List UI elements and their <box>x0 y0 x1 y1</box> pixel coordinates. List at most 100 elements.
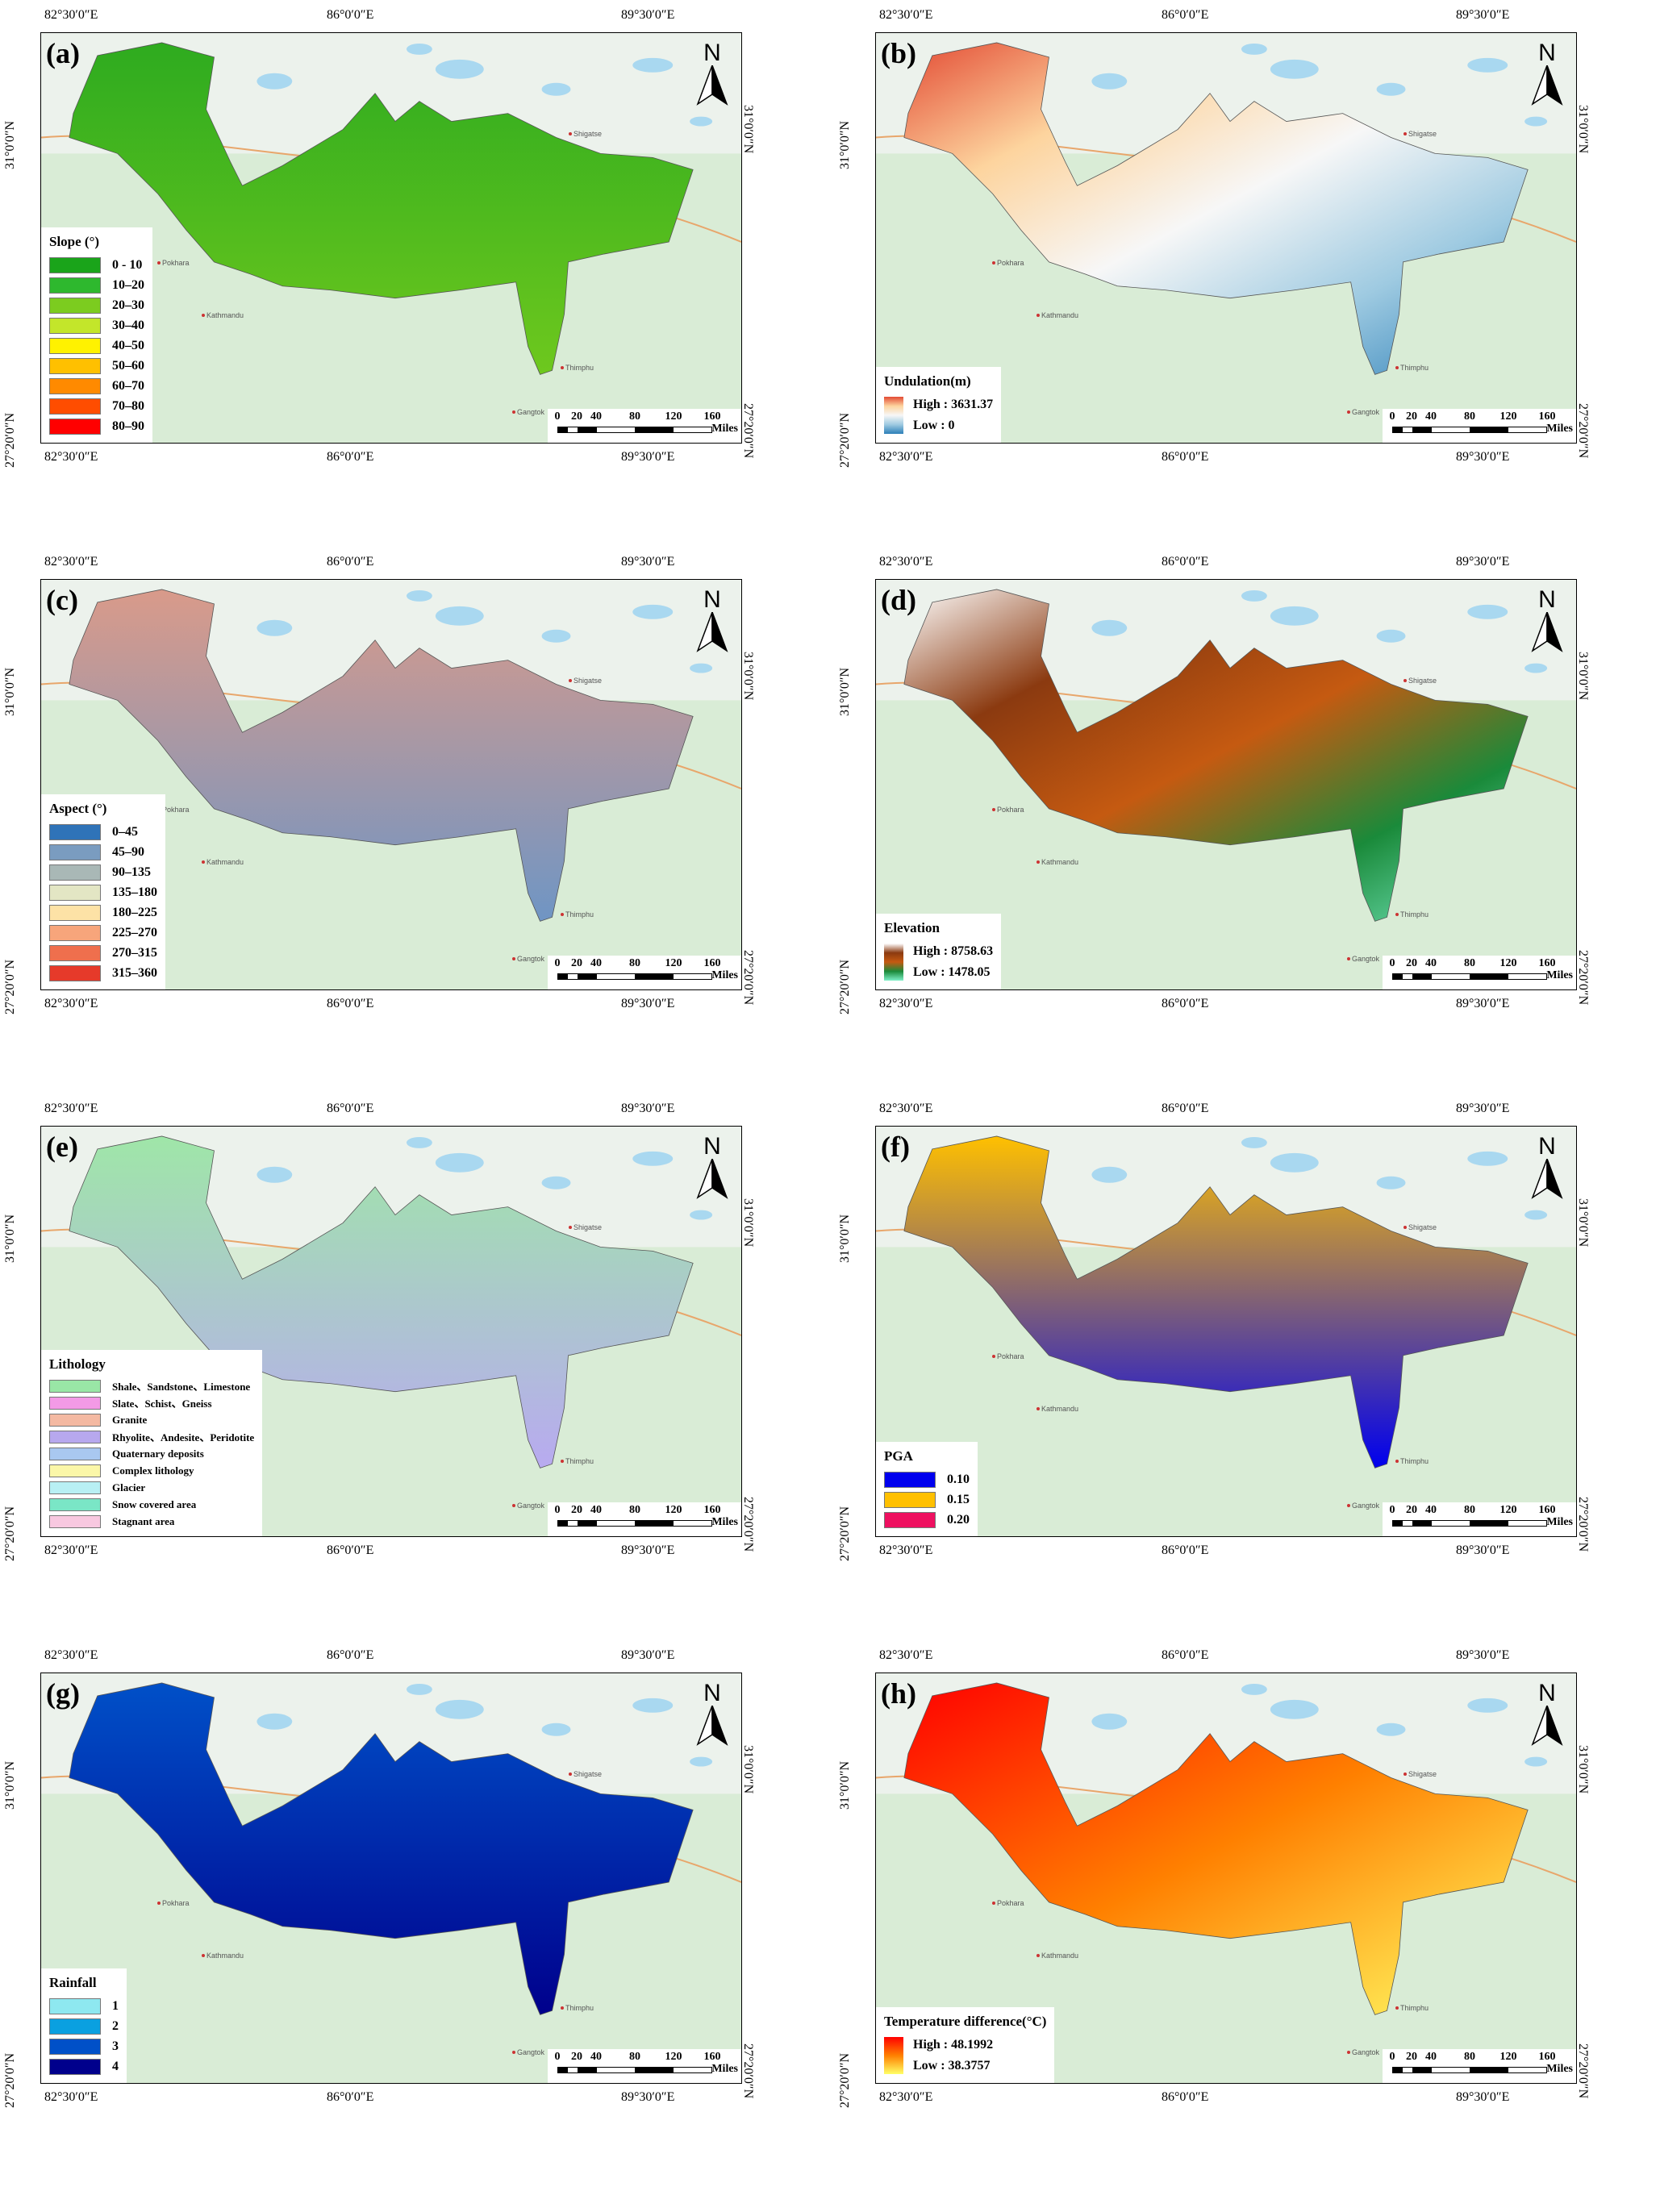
longitude-tick-top: 89°30′0″E <box>1456 1648 1510 1662</box>
study-area <box>903 1682 1529 2015</box>
legend-item: 50–60 <box>49 356 144 376</box>
scale-number: 80 <box>629 1504 640 1516</box>
north-arrow-shape <box>1531 65 1563 106</box>
city-marker <box>561 2006 564 2010</box>
longitude-tick-bottom: 82°30′0″E <box>44 997 98 1010</box>
longitude-tick-top: 86°0′0″E <box>1162 555 1209 569</box>
legend-item-label: 4 <box>112 2059 119 2073</box>
city-marker <box>1347 2051 1350 2054</box>
legend-swatch <box>49 944 101 961</box>
legend-swatch <box>49 337 101 354</box>
legend-item-label: Stagnant area <box>112 1514 175 1527</box>
longitude-tick-top: 86°0′0″E <box>327 555 374 569</box>
scale-number: 120 <box>1499 410 1517 423</box>
scale-number: 0 <box>1389 410 1395 423</box>
legend-item: 180–225 <box>49 902 157 923</box>
latitude-tick-left: 31°0′0″N <box>3 120 17 169</box>
legend-item-label: 10–20 <box>112 277 144 292</box>
map-panel-c: 82°30′0″E 86°0′0″E 89°30′0″E 82°30′0″E 86°0′… <box>0 547 774 1023</box>
latitude-tick-left: 27°20′0″N <box>838 1506 852 1561</box>
legend-item: 3 <box>49 2036 119 2056</box>
legend-item-label: 30–40 <box>112 318 144 332</box>
city-marker <box>157 261 161 265</box>
latitude-tick-right: 31°0′0″N <box>1576 1198 1590 1248</box>
place-label: Shigatse <box>573 1770 603 1778</box>
legend-item: Snow covered area <box>49 1496 254 1513</box>
place-label: Pokhara <box>162 259 190 267</box>
legend-item-label: 40–50 <box>112 338 144 352</box>
legend-item-label: 80–90 <box>112 419 144 433</box>
longitude-tick-bottom: 86°0′0″E <box>1162 997 1209 1010</box>
longitude-tick-top: 86°0′0″E <box>1162 8 1209 22</box>
north-label: N <box>1538 1680 1556 1706</box>
scale-bar-segments <box>1392 2067 1547 2073</box>
north-arrow-icon: N <box>1529 41 1565 110</box>
legend-item: 90–135 <box>49 862 157 882</box>
longitude-tick-top: 82°30′0″E <box>44 1648 98 1662</box>
city-marker <box>992 1902 995 1905</box>
latitude-tick-left: 27°20′0″N <box>3 412 17 468</box>
study-area <box>903 1135 1529 1468</box>
legend-item: 20–30 <box>49 295 144 315</box>
scale-number: 120 <box>1499 1504 1517 1516</box>
scale-number: 80 <box>1464 1504 1475 1516</box>
latitude-tick-left: 31°0′0″N <box>3 667 17 716</box>
latitude-tick-right: 27°20′0″N <box>1576 950 1590 1006</box>
map-frame: Pokhara Kathmandu Gangtok Thimphu Shigatse (d… <box>875 579 1577 990</box>
place-label: Gangtok <box>517 2048 545 2056</box>
legend-title: Slope (°) <box>49 234 100 249</box>
panel-label: (f) <box>881 1131 910 1163</box>
legend-item: Glacier <box>49 1479 254 1496</box>
longitude-tick-top: 89°30′0″E <box>621 555 675 569</box>
place-label: Thimphu <box>1400 910 1429 919</box>
city-marker <box>569 1773 572 1776</box>
city-marker <box>1395 913 1399 916</box>
scale-number: 40 <box>1425 957 1437 969</box>
legend-item-label: Granite <box>112 1413 148 1426</box>
longitude-tick-bottom: 86°0′0″E <box>327 2090 374 2104</box>
scale-number: 120 <box>665 2051 682 2063</box>
city-marker <box>1403 132 1407 135</box>
panel-label: (a) <box>46 37 80 69</box>
north-arrow-icon: N <box>694 41 730 110</box>
scale-unit: Miles <box>1546 1516 1573 1528</box>
map-panel-b: 82°30′0″E 86°0′0″E 89°30′0″E 82°30′0″E 86°0′… <box>835 0 1609 476</box>
longitude-tick-top: 82°30′0″E <box>879 555 933 569</box>
place-label: Gangtok <box>517 955 545 963</box>
latitude-tick-left: 31°0′0″N <box>838 667 852 716</box>
place-label: Thimphu <box>1400 364 1429 372</box>
longitude-tick-top: 89°30′0″E <box>621 8 675 22</box>
map-panel-d: 82°30′0″E 86°0′0″E 89°30′0″E 82°30′0″E 86°0′… <box>835 547 1609 1023</box>
legend-swatch <box>49 1430 101 1443</box>
latitude-tick-left: 31°0′0″N <box>3 1214 17 1263</box>
north-arrow-shape <box>696 611 728 652</box>
legend-swatch <box>49 1514 101 1528</box>
scale-number: 20 <box>1406 410 1417 423</box>
legend-swatch <box>49 904 101 921</box>
map-legend: Aspect (°) 0–45 45–90 90–135 135–180 180–225 2… <box>41 794 165 989</box>
city-marker <box>561 913 564 916</box>
scale-number: 0 <box>554 410 561 423</box>
legend-swatch <box>49 2018 101 2035</box>
scale-number: 160 <box>703 410 721 423</box>
map-legend: Rainfall 1 2 3 4 <box>41 1968 127 2083</box>
scale-number: 20 <box>571 2051 582 2063</box>
longitude-tick-top: 82°30′0″E <box>879 1648 933 1662</box>
city-marker <box>569 679 572 682</box>
legend-swatch <box>49 1997 101 2014</box>
longitude-tick-top: 89°30′0″E <box>621 1102 675 1115</box>
place-label: Shigatse <box>573 677 603 685</box>
scale-number: 40 <box>590 410 602 423</box>
north-arrow-shape <box>1531 611 1563 652</box>
longitude-tick-bottom: 86°0′0″E <box>327 1543 374 1557</box>
scale-number: 120 <box>665 957 682 969</box>
scale-number: 160 <box>703 2051 721 2063</box>
map-frame: PokharaKathmanduGangtokThimphuShigatse(e… <box>40 1126 742 1537</box>
longitude-tick-bottom: 89°30′0″E <box>621 1543 675 1557</box>
place-label: Thimphu <box>565 364 594 372</box>
latitude-tick-right: 27°20′0″N <box>741 1497 755 1552</box>
longitude-tick-bottom: 86°0′0″E <box>327 450 374 464</box>
longitude-tick-bottom: 89°30′0″E <box>1456 997 1510 1010</box>
longitude-tick-top: 89°30′0″E <box>621 1648 675 1662</box>
panel-label: (d) <box>881 584 916 616</box>
